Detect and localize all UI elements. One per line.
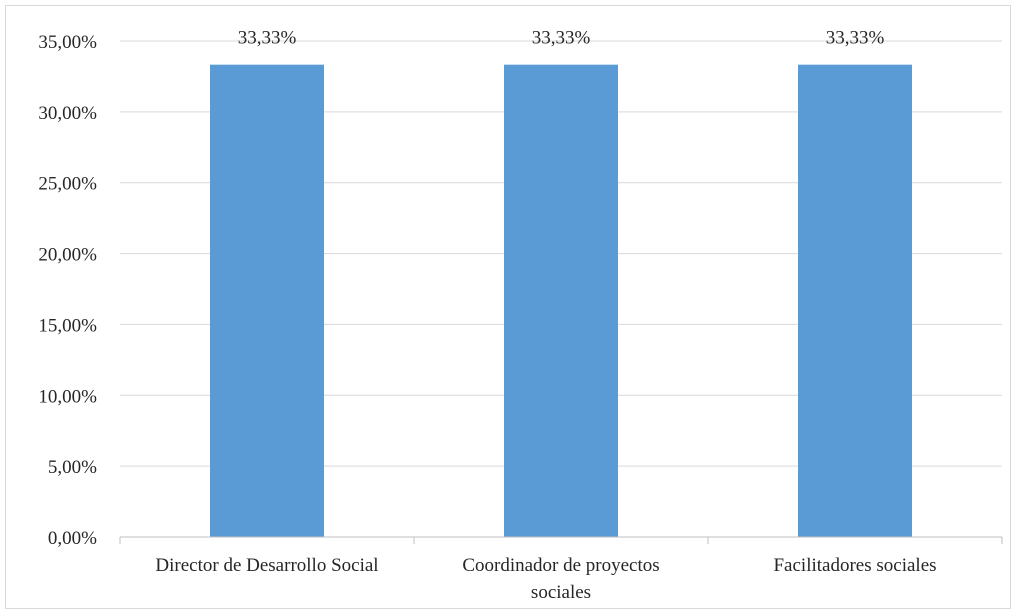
category-label: Coordinador de proyectos: [462, 555, 659, 576]
bar: [798, 64, 912, 537]
y-tick-label: 0,00%: [48, 528, 97, 549]
data-label: 33,33%: [532, 28, 591, 49]
y-tick-label: 30,00%: [38, 103, 97, 124]
category-label: sociales: [531, 582, 591, 603]
data-label: 33,33%: [238, 28, 297, 49]
bar: [210, 64, 324, 537]
category-label: Director de Desarrollo Social: [155, 555, 378, 576]
labels: 0,00% 5,00% 10,00% 15,00% 20,00% 25,00% 30,00%…: [38, 28, 936, 603]
y-tick-label: 25,00%: [38, 174, 97, 195]
x-axis: [119, 536, 1003, 544]
bar: [504, 64, 618, 537]
category-label: Facilitadores sociales: [773, 555, 936, 576]
y-tick-label: 20,00%: [38, 245, 97, 266]
data-label: 33,33%: [826, 28, 885, 49]
y-tick-label: 10,00%: [38, 386, 97, 407]
y-tick-label: 5,00%: [48, 457, 97, 478]
bars: [210, 64, 912, 537]
y-tick-label: 15,00%: [38, 315, 97, 336]
y-tick-label: 35,00%: [38, 32, 97, 53]
